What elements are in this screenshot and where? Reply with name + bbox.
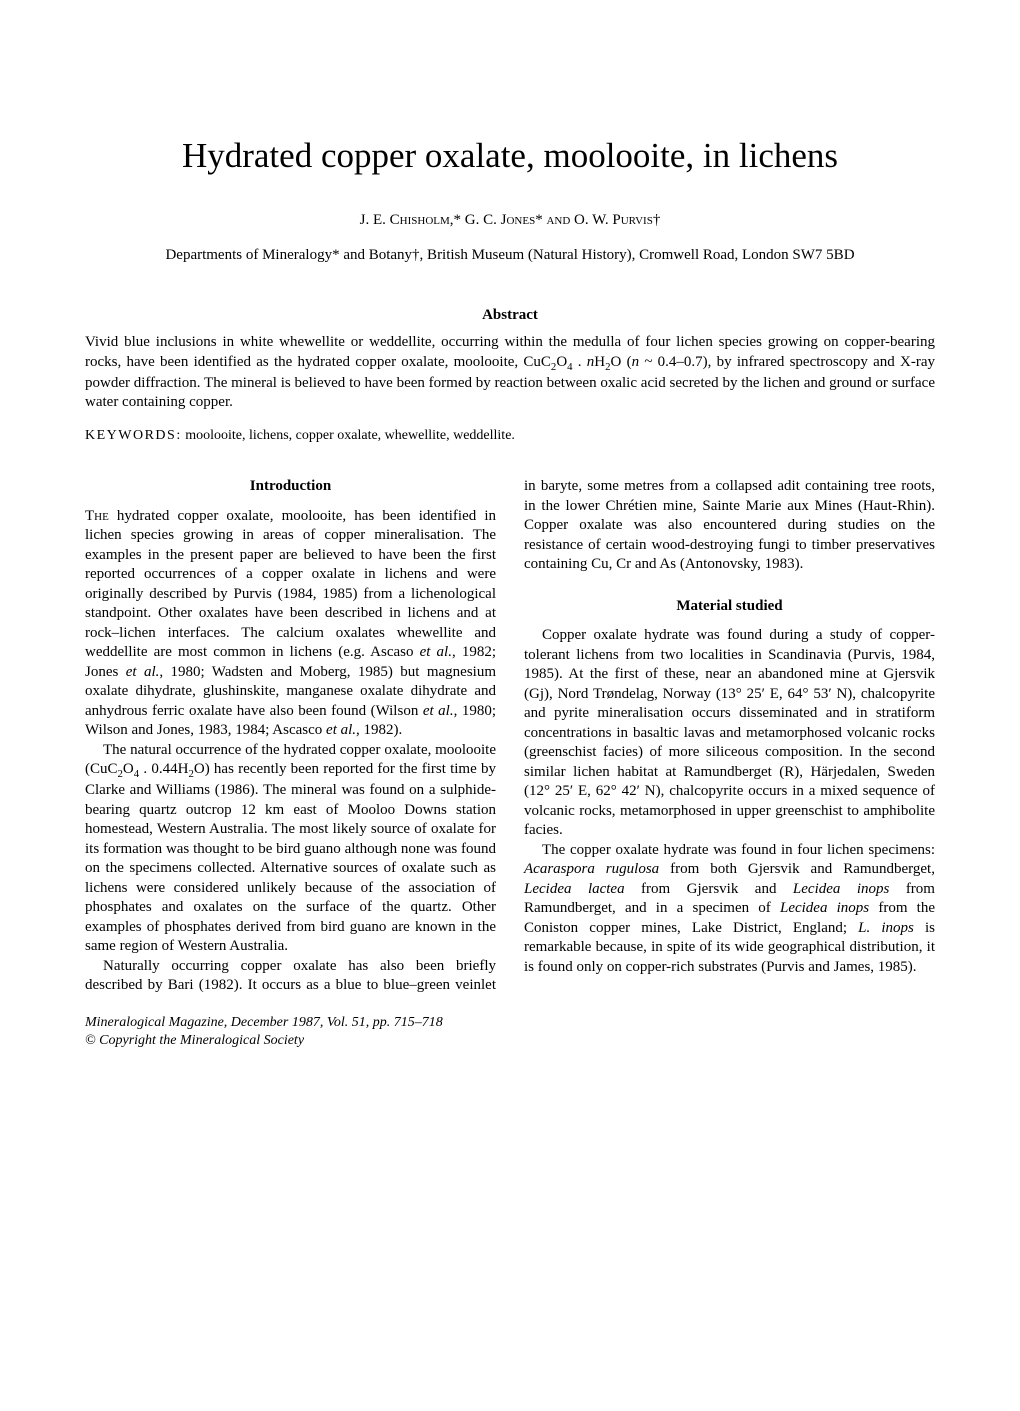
keywords-line: KEYWORDS: moolooite, lichens, copper oxa… — [85, 427, 935, 445]
material-paragraph-1: Copper oxalate hydrate was found during … — [524, 626, 935, 841]
body-columns: Introduction The hydrated copper oxalate… — [85, 477, 935, 996]
footer-line-1: Mineralogical Magazine, December 1987, V… — [85, 1014, 935, 1032]
journal-footer: Mineralogical Magazine, December 1987, V… — [85, 1014, 935, 1050]
abstract-text: Vivid blue inclusions in white whewellit… — [85, 333, 935, 413]
paper-title: Hydrated copper oxalate, moolooite, in l… — [85, 133, 935, 179]
keywords-label: KEYWORDS: — [85, 428, 182, 443]
abstract-heading: Abstract — [85, 306, 935, 326]
material-heading: Material studied — [524, 597, 935, 617]
keywords-text: moolooite, lichens, copper oxalate, whew… — [182, 428, 515, 443]
material-paragraph-2: The copper oxalate hydrate was found in … — [524, 841, 935, 978]
affiliation: Departments of Mineralogy* and Botany†, … — [85, 246, 935, 266]
authors-line: J. E. Chisholm,* G. C. Jones* and O. W. … — [85, 211, 935, 231]
introduction-heading: Introduction — [85, 477, 496, 497]
intro-paragraph-2: The natural occurrence of the hydrated c… — [85, 741, 496, 957]
footer-line-2: © Copyright the Mineralogical Society — [85, 1032, 935, 1050]
intro-paragraph-1: The hydrated copper oxalate, moolooite, … — [85, 507, 496, 741]
